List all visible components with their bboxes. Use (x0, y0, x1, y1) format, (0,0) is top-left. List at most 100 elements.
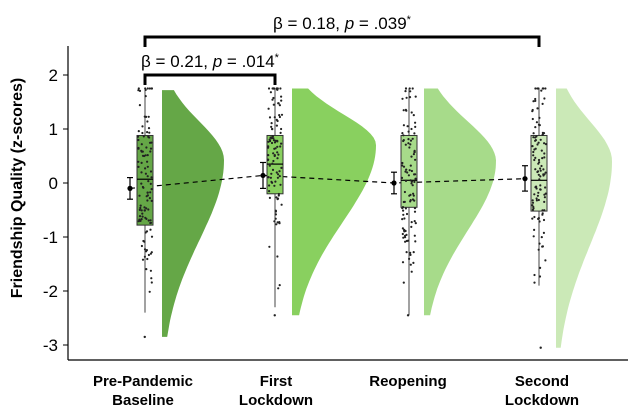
data-point (409, 164, 412, 167)
data-point (402, 124, 405, 127)
data-point (268, 164, 271, 167)
data-point (142, 135, 145, 138)
data-point (543, 152, 546, 155)
data-point (537, 158, 541, 162)
data-point (268, 196, 271, 199)
significance-label: β = 0.21, p = .014* (141, 52, 280, 71)
data-point (402, 236, 405, 239)
data-point (404, 90, 407, 93)
data-point (269, 91, 272, 94)
x-category-label: First (260, 373, 293, 390)
data-point (537, 248, 540, 251)
data-point (410, 221, 413, 224)
data-point (147, 127, 151, 130)
data-point (406, 171, 409, 174)
data-point (535, 187, 538, 190)
data-point (532, 136, 535, 139)
data-point (543, 97, 546, 100)
box-iqr (400, 134, 418, 208)
data-point (532, 100, 535, 103)
data-point (404, 170, 407, 173)
data-point (146, 175, 149, 178)
data-point (532, 154, 535, 157)
half-violin (556, 88, 612, 348)
data-point (544, 143, 548, 146)
data-point (412, 251, 415, 254)
data-point (543, 142, 546, 145)
data-point (405, 96, 408, 99)
data-point (268, 138, 271, 141)
data-point (407, 142, 410, 145)
data-point (542, 231, 546, 234)
data-point (535, 121, 539, 124)
data-point (150, 277, 153, 280)
data-point (534, 97, 537, 101)
data-point (414, 121, 417, 124)
data-point (411, 87, 414, 90)
data-point (141, 215, 144, 218)
data-point (146, 131, 149, 134)
data-point (138, 215, 142, 218)
mean-point (260, 172, 266, 179)
data-point (146, 199, 149, 202)
box-iqr (530, 134, 548, 212)
data-point (531, 217, 534, 220)
data-point (140, 218, 143, 221)
data-point (149, 147, 153, 150)
data-point (137, 89, 140, 92)
data-point (544, 171, 547, 174)
data-point (276, 119, 279, 123)
data-point (533, 158, 536, 162)
data-point (276, 197, 280, 200)
data-point (140, 182, 143, 185)
data-point (541, 245, 545, 248)
data-point (413, 132, 416, 135)
data-point (147, 180, 150, 183)
mean-trend-line (129, 174, 526, 189)
data-point (275, 171, 278, 174)
data-point (136, 135, 140, 138)
data-point (537, 162, 540, 165)
data-point (150, 235, 154, 238)
data-point (147, 115, 150, 118)
data-point (149, 170, 153, 173)
data-point (537, 141, 540, 144)
data-point (542, 174, 545, 177)
data-point (143, 154, 146, 158)
data-point (270, 141, 274, 145)
data-point (539, 266, 542, 269)
data-point (408, 169, 411, 172)
half-violin (424, 88, 496, 316)
data-point (150, 176, 153, 179)
data-point (411, 198, 415, 201)
data-point (140, 161, 143, 164)
data-point (273, 220, 276, 223)
data-point (404, 143, 407, 146)
data-point (537, 191, 540, 194)
data-point (401, 97, 404, 100)
data-point (278, 115, 281, 119)
data-point (539, 138, 542, 141)
data-point (540, 89, 543, 92)
data-point (403, 217, 406, 220)
data-point (271, 98, 274, 101)
data-point (276, 151, 279, 154)
data-point (267, 176, 270, 179)
data-point (278, 114, 281, 117)
data-point (408, 96, 412, 99)
data-point (535, 197, 538, 200)
data-point (401, 207, 404, 210)
data-point (544, 186, 547, 189)
data-point (144, 88, 147, 91)
data-point (538, 178, 541, 181)
data-point (272, 96, 275, 100)
data-point (277, 102, 280, 105)
data-point (271, 181, 274, 184)
data-point (531, 199, 534, 202)
y-tick-label: -2 (43, 282, 58, 301)
half-violin (162, 90, 224, 337)
data-point (402, 281, 405, 284)
data-point (268, 184, 271, 187)
data-point (409, 199, 412, 202)
